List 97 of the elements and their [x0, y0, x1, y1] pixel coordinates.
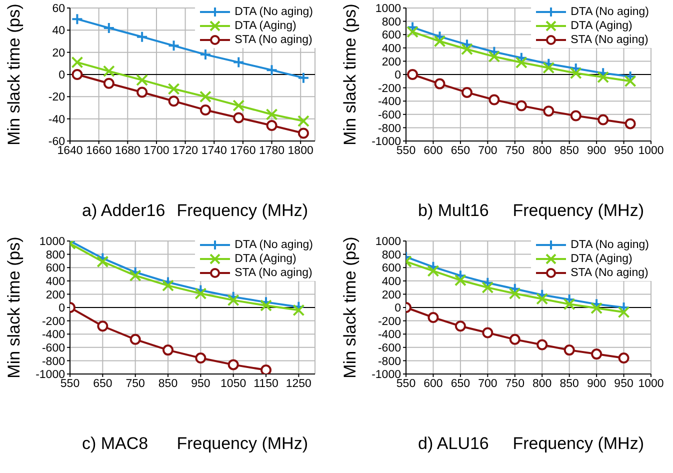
x-axis-title: Frequency (MHz) [176, 201, 308, 221]
legend-label: STA (No aging) [570, 266, 648, 280]
y-tick-label: -400 [378, 329, 401, 342]
y-tick-label: 0 [394, 302, 401, 315]
y-tick-label: 0 [58, 302, 65, 315]
x-tick-label: 900 [586, 378, 606, 390]
x-tick-label: 750 [126, 378, 145, 390]
x-tick-label: 850 [560, 145, 579, 158]
x-tick-label: 1640 [57, 145, 83, 158]
x-tick-label: 1700 [144, 145, 170, 158]
y-axis-title: Min slack time (ps) [4, 236, 24, 378]
y-tick-label: 600 [382, 262, 401, 275]
legend-label: DTA (Aging) [234, 19, 296, 33]
x-tick-label: 800 [532, 378, 552, 390]
x-tick-label: 1680 [114, 145, 140, 158]
y-tick-label: -20 [48, 92, 65, 104]
x-tick-label: 950 [191, 378, 210, 390]
y-tick-label: -800 [378, 356, 401, 368]
x-tick-label: 1150 [254, 378, 278, 390]
y-tick-label: 0 [394, 70, 401, 82]
y-tick-label: -200 [378, 82, 401, 95]
y-tick-label: 400 [382, 42, 401, 55]
x-tick-label: 550 [396, 378, 416, 390]
legend-label: STA (No aging) [570, 33, 648, 47]
x-tick-label: 1740 [201, 145, 227, 158]
legend-label: STA (No aging) [234, 266, 312, 280]
legend-label: DTA (No aging) [570, 238, 649, 252]
y-tick-label: -800 [378, 122, 401, 135]
y-tick-label: -400 [42, 329, 65, 342]
x-tick-label: 750 [505, 378, 524, 390]
y-tick-label: -200 [378, 316, 401, 328]
x-tick-label: 700 [478, 145, 498, 158]
y-tick-label: 400 [46, 276, 65, 288]
y-tick-label: 0 [58, 70, 65, 82]
y-tick-label: 1000 [375, 236, 401, 248]
text: b) Mult16 [418, 201, 489, 221]
x-tick-label: 650 [450, 145, 470, 158]
y-tick-label: 20 [52, 47, 65, 60]
x-tick-label: 550 [396, 145, 416, 158]
x-tick-label: 1250 [286, 378, 312, 390]
legend-label: STA (No aging) [234, 33, 312, 47]
y-tick-label: 800 [382, 249, 401, 262]
x-tick-label: 650 [450, 378, 470, 390]
legend-label: DTA (Aging) [570, 252, 632, 266]
x-tick-label: 1660 [86, 145, 112, 158]
text: d) ALU16 [418, 434, 489, 454]
y-tick-label: -800 [42, 356, 65, 368]
y-tick-label: 200 [382, 56, 401, 68]
x-axis-title: Frequency (MHz) [512, 201, 644, 221]
y-tick-label: -200 [42, 316, 65, 328]
y-tick-label: 60 [52, 3, 65, 16]
y-tick-label: 200 [46, 289, 65, 302]
y-tick-label: -400 [378, 96, 401, 108]
x-tick-label: 950 [614, 378, 634, 390]
y-tick-label: 600 [382, 30, 401, 42]
x-tick-label: 1780 [258, 145, 285, 158]
y-tick-label: 200 [382, 289, 401, 302]
x-tick-label: 1720 [172, 145, 198, 158]
legend-label: DTA (Aging) [234, 252, 296, 266]
x-tick-label: 550 [60, 378, 80, 390]
text: a) Adder16 [82, 201, 166, 221]
y-tick-label: -600 [378, 109, 401, 122]
legend-label: DTA (No aging) [234, 5, 313, 19]
x-tick-label: 750 [505, 145, 524, 158]
y-tick-label: -600 [378, 342, 401, 354]
y-tick-label: -40 [48, 114, 65, 126]
y-tick-label: 800 [382, 16, 401, 28]
x-tick-label: 1050 [220, 378, 246, 390]
legend-label: DTA (No aging) [234, 238, 313, 252]
y-tick-label: 800 [46, 249, 65, 262]
x-tick-label: 850 [560, 378, 579, 390]
text: c) MAC8 [82, 434, 148, 454]
x-tick-label: 1800 [288, 145, 314, 158]
x-tick-label: 1760 [230, 145, 256, 158]
x-tick-label: 850 [158, 378, 178, 390]
y-tick-label: -600 [42, 342, 65, 354]
x-tick-label: 900 [586, 145, 606, 158]
x-tick-label: 950 [614, 145, 634, 158]
x-tick-label: 650 [93, 378, 112, 390]
y-axis-title: Min slack time (ps) [340, 4, 360, 146]
x-tick-label: 1000 [638, 145, 664, 158]
y-tick-label: 1000 [39, 236, 65, 248]
y-tick-label: 1000 [375, 3, 401, 16]
y-axis-title: Min slack time (ps) [4, 4, 24, 146]
x-tick-label: 600 [424, 145, 443, 158]
x-axis-title: Frequency (MHz) [176, 434, 308, 454]
x-tick-label: 700 [478, 378, 498, 390]
y-tick-label: 40 [52, 25, 65, 38]
x-tick-label: 800 [532, 145, 552, 158]
y-tick-label: 600 [46, 262, 65, 275]
legend-label: DTA (Aging) [570, 19, 632, 33]
x-tick-label: 600 [424, 378, 443, 390]
x-axis-title: Frequency (MHz) [512, 434, 644, 454]
x-tick-label: 1000 [638, 378, 664, 390]
y-axis-title: Min slack time (ps) [340, 236, 360, 378]
y-tick-label: 400 [382, 276, 401, 288]
legend-label: DTA (No aging) [570, 5, 649, 19]
